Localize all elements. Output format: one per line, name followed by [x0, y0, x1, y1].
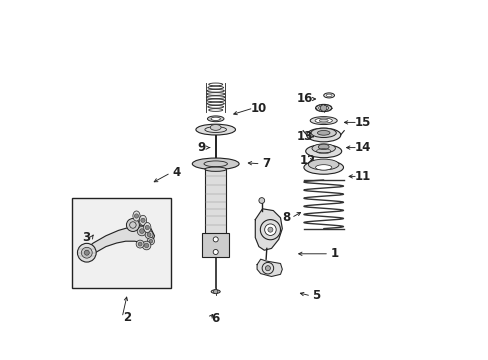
Circle shape — [81, 247, 92, 258]
Ellipse shape — [207, 116, 224, 122]
Text: 4: 4 — [172, 166, 180, 179]
Ellipse shape — [311, 144, 335, 153]
Circle shape — [141, 218, 145, 222]
Circle shape — [144, 243, 148, 248]
Polygon shape — [255, 209, 282, 250]
Circle shape — [213, 289, 218, 294]
Text: 14: 14 — [354, 141, 371, 154]
Ellipse shape — [308, 159, 338, 170]
Circle shape — [147, 233, 151, 237]
Circle shape — [142, 241, 151, 250]
Text: 15: 15 — [354, 116, 371, 129]
Ellipse shape — [211, 117, 220, 120]
Ellipse shape — [315, 104, 331, 112]
Circle shape — [262, 262, 273, 274]
Text: 8: 8 — [281, 211, 289, 224]
Ellipse shape — [310, 128, 336, 138]
Circle shape — [265, 266, 270, 271]
Text: 10: 10 — [250, 102, 266, 114]
Ellipse shape — [192, 158, 239, 170]
Ellipse shape — [303, 161, 343, 174]
Circle shape — [267, 227, 272, 232]
Circle shape — [213, 249, 218, 255]
Ellipse shape — [314, 118, 332, 123]
Ellipse shape — [318, 144, 328, 150]
Text: 13: 13 — [296, 130, 312, 143]
Text: 1: 1 — [330, 247, 338, 260]
Ellipse shape — [196, 124, 235, 135]
Circle shape — [84, 250, 89, 255]
Ellipse shape — [305, 145, 341, 158]
Circle shape — [213, 237, 218, 242]
Ellipse shape — [309, 117, 337, 125]
Text: 16: 16 — [296, 93, 312, 105]
Circle shape — [139, 229, 144, 234]
Ellipse shape — [204, 167, 226, 171]
Circle shape — [149, 239, 152, 243]
Circle shape — [260, 220, 280, 240]
Bar — [72, 198, 171, 288]
Ellipse shape — [139, 215, 146, 225]
Circle shape — [145, 225, 149, 230]
Ellipse shape — [143, 222, 151, 233]
Ellipse shape — [323, 93, 334, 98]
Circle shape — [264, 224, 276, 235]
Polygon shape — [257, 259, 282, 276]
Ellipse shape — [319, 119, 327, 122]
Circle shape — [77, 243, 96, 262]
Ellipse shape — [133, 211, 140, 221]
Circle shape — [138, 242, 142, 246]
Circle shape — [136, 240, 144, 248]
Ellipse shape — [306, 128, 340, 142]
Text: 3: 3 — [82, 231, 90, 244]
Circle shape — [258, 198, 264, 203]
Circle shape — [320, 105, 326, 111]
Ellipse shape — [318, 106, 328, 110]
Ellipse shape — [317, 130, 329, 135]
Ellipse shape — [211, 290, 220, 293]
Bar — [204, 169, 226, 234]
Text: 7: 7 — [262, 157, 269, 170]
Circle shape — [147, 238, 154, 245]
Ellipse shape — [325, 94, 331, 96]
Circle shape — [134, 214, 139, 218]
Text: 11: 11 — [354, 170, 371, 183]
Text: 9: 9 — [197, 141, 205, 154]
Ellipse shape — [315, 165, 331, 170]
Text: 2: 2 — [123, 311, 131, 324]
Ellipse shape — [210, 125, 221, 130]
Bar — [202, 233, 229, 257]
Polygon shape — [84, 225, 154, 257]
Circle shape — [145, 231, 153, 239]
Circle shape — [137, 226, 146, 236]
Text: 5: 5 — [312, 289, 320, 302]
Text: 6: 6 — [210, 312, 219, 325]
Circle shape — [126, 219, 139, 231]
Text: 12: 12 — [299, 154, 315, 167]
